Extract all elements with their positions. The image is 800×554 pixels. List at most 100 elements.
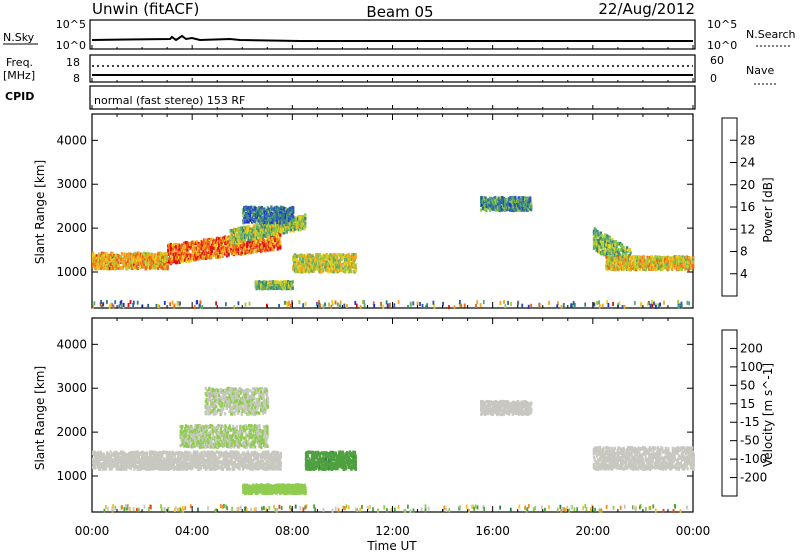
power-echo-cell [502, 207, 505, 212]
power-echo-cell [600, 233, 603, 237]
power-echo-cell [302, 267, 305, 271]
power-echo-cell [232, 235, 235, 239]
power-echo-cell [260, 222, 263, 226]
power-echo-cell [214, 238, 217, 242]
power-echo-cell [629, 251, 632, 255]
power-echo-cell [643, 255, 646, 259]
power-echo-cell [286, 220, 289, 224]
power-echo-cell [638, 267, 641, 271]
power-echo-cell [491, 202, 494, 206]
power-echo-cell [162, 267, 165, 271]
power-echo-cell [288, 217, 291, 221]
power-echo-cell [267, 240, 271, 244]
power-echo-cell [611, 248, 614, 252]
power-echo-cell [597, 231, 600, 235]
power-echo-cell [337, 253, 340, 257]
power-echo-cell [641, 260, 644, 264]
power-echo-cell [302, 257, 305, 261]
power-echo-cell [354, 253, 357, 257]
power-echo-cell [275, 235, 278, 239]
power-echo-cell [246, 230, 249, 235]
power-echo-cell [250, 205, 253, 209]
power-echo-cell [243, 235, 246, 239]
power-echo-cell [258, 214, 262, 218]
power-echo-cell [627, 248, 630, 252]
power-echo-cell [257, 239, 260, 243]
power-echo-cell [288, 226, 291, 230]
power-echo-cell [190, 247, 193, 251]
power-echo-cell [530, 208, 533, 212]
power-echo-cell [609, 245, 612, 249]
power-echo-cell [135, 259, 138, 263]
power-echo-cell [240, 226, 243, 230]
power-echo-cell [295, 257, 298, 262]
power-echo-cell [615, 252, 618, 256]
power-echo-cell [251, 242, 254, 246]
power-echo-cell [263, 244, 266, 248]
power-echo-cell [501, 196, 504, 200]
power-echo-cell [280, 280, 283, 284]
power-echo-cell [351, 253, 354, 257]
power-echo-cell [270, 205, 273, 209]
power-echo-cell [153, 266, 156, 270]
power-echo-cell [156, 251, 160, 255]
power-echo-cell [201, 252, 204, 256]
power-echo-cell [108, 265, 111, 269]
power-echo-cell [299, 215, 302, 219]
power-echo-cell [511, 195, 514, 200]
power-echo-cell [292, 210, 295, 214]
power-echo-cell [182, 241, 186, 245]
power-echo-cell [106, 252, 109, 256]
power-echo-cell [134, 251, 137, 255]
power-echo-cell [117, 266, 120, 270]
power-echo-cell [597, 238, 600, 242]
freq-tick-bottom: 8 [73, 72, 80, 85]
power-echo-cell [276, 232, 279, 236]
power-echo-cell [159, 262, 162, 266]
power-echo-cell [328, 255, 331, 259]
power-echo-cell [342, 268, 345, 272]
power-echo-cell [191, 245, 194, 249]
power-echo-cell [196, 248, 200, 252]
power-echo-cell [267, 230, 270, 234]
power-echo-cell [524, 205, 527, 209]
nsearch-label: N.Search [746, 28, 796, 41]
power-echo-cell [257, 228, 260, 232]
power-echo-cell [235, 241, 238, 245]
power-echo-cell [523, 203, 526, 207]
power-echo-cell [481, 203, 484, 207]
power-echo-cell [182, 250, 186, 254]
power-echo-cell [108, 267, 111, 271]
power-echo-cell [615, 263, 618, 267]
power-echo-cell [92, 253, 96, 257]
power-echo-cell [229, 236, 232, 240]
power-echo-cell [530, 202, 533, 206]
power-echo-cell [278, 207, 281, 211]
power-echo-cell [336, 257, 339, 261]
power-echo-cell [194, 250, 197, 254]
power-echo-cell [262, 220, 265, 224]
power-echo-cell [297, 254, 300, 258]
power-echo-cell [169, 254, 172, 258]
power-echo-cell [129, 260, 132, 264]
power-echo-cell [272, 212, 275, 216]
power-echo-cell [196, 246, 200, 250]
power-echo-cell [299, 227, 302, 231]
power-echo-cell [254, 280, 257, 284]
power-echo-cell [344, 264, 348, 269]
power-echo-cell [624, 263, 627, 267]
power-echo-cell [260, 248, 264, 252]
power-echo-cell [514, 195, 517, 199]
power-echo-cell [219, 247, 222, 251]
power-echo-cell [156, 266, 160, 271]
power-echo-cell [187, 251, 190, 255]
power-echo-cell [239, 229, 242, 233]
power-echo-cell [172, 249, 175, 253]
power-echo-cell [248, 240, 251, 244]
power-echo-cell [165, 255, 168, 259]
power-echo-cell [210, 246, 213, 250]
power-echo-cell [604, 250, 607, 254]
power-echo-cell [217, 247, 220, 251]
power-echo-cell [351, 255, 355, 259]
power-echo-cell [611, 259, 614, 263]
